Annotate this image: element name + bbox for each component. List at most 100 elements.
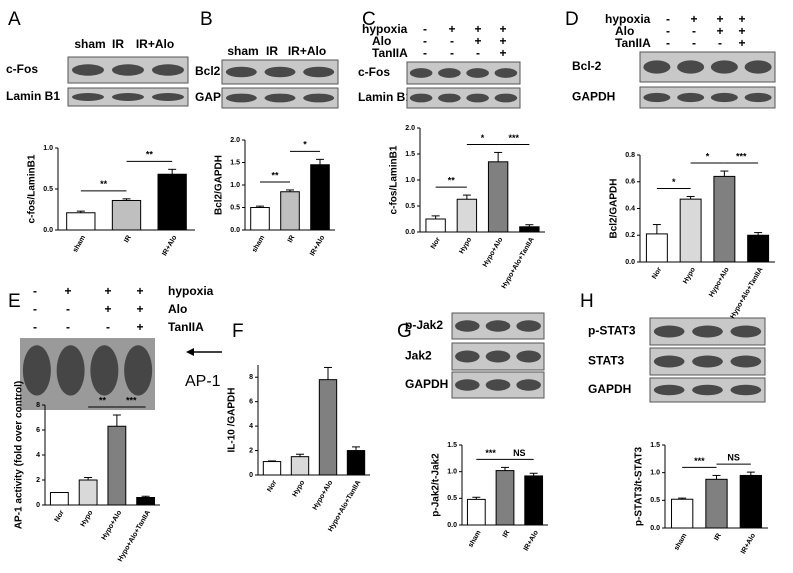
treatment-sign: + — [448, 22, 455, 36]
treatment-sign: - — [423, 34, 427, 48]
treatment-sign: + — [136, 284, 143, 298]
band — [438, 93, 461, 103]
panel-label: F — [232, 321, 244, 342]
y-tick-label: 8 — [36, 402, 40, 409]
y-tick-label: 8 — [249, 374, 253, 381]
panel-label: B — [200, 9, 213, 30]
y-axis-label: IL-10 /GAPDH — [227, 387, 238, 452]
significance-label: * — [706, 151, 710, 161]
band — [643, 92, 671, 103]
x-tick-label: Hypo — [80, 509, 95, 528]
band — [485, 320, 511, 332]
y-tick-label: 1.0 — [230, 182, 240, 189]
y-tick-label: 0.4 — [625, 205, 635, 212]
band — [485, 379, 511, 391]
y-tick-label: 1.5 — [650, 442, 660, 449]
band — [516, 350, 541, 363]
treatment-sign: + — [104, 302, 111, 316]
treatment-sign: - — [33, 302, 37, 316]
y-tick-label: 0.5 — [405, 203, 415, 210]
band — [409, 93, 433, 103]
y-axis-label: p-STAT3/t-STAT3 — [634, 446, 645, 526]
x-tick-label: Nor — [54, 509, 66, 523]
blot-label: Lamin B1 — [358, 90, 412, 104]
significance-label: NS — [513, 448, 526, 458]
lane-label: sham — [227, 44, 258, 58]
x-tick-label: Hypo+Alo+TanIIA — [327, 479, 362, 533]
x-tick-label: Hypo+Alo — [312, 479, 334, 511]
bar — [713, 175, 736, 263]
significance-label: *** — [736, 151, 747, 161]
marker-label: AP-1 — [185, 373, 221, 390]
bar — [645, 233, 668, 263]
y-tick-label: 0.0 — [230, 227, 240, 234]
treatment-sign: + — [499, 46, 506, 60]
y-tick-label: 1.5 — [405, 151, 415, 158]
treatment-sign: + — [499, 22, 506, 36]
blot — [639, 86, 776, 109]
panel-label: D — [565, 9, 579, 30]
lane-label: IR+Alo — [288, 44, 326, 58]
blot-label: GAPDH — [572, 90, 615, 104]
x-tick-label: Nor — [266, 479, 278, 493]
y-tick-label: 2.0 — [405, 125, 415, 132]
panel-label: H — [580, 291, 594, 312]
y-tick-label: 0.0 — [625, 259, 635, 266]
band — [72, 64, 104, 76]
band — [466, 93, 489, 103]
treatment-sign: + — [64, 284, 71, 298]
significance-label: * — [672, 177, 676, 187]
band — [72, 93, 104, 101]
treatment-label: hypoxia — [168, 284, 214, 298]
band — [152, 93, 184, 101]
x-tick-label: Hypo+Alo+TanIIA — [501, 236, 536, 290]
y-tick-label: 0.2 — [625, 232, 635, 239]
treatment-sign: + — [738, 36, 745, 50]
x-tick-label: sham — [673, 532, 688, 551]
band — [730, 355, 762, 368]
blot-label: Bcl-2 — [572, 59, 602, 73]
bar — [747, 234, 770, 263]
y-tick-label: 0.0 — [650, 525, 660, 532]
bar — [679, 198, 702, 263]
gel-band — [22, 345, 51, 396]
band — [692, 384, 723, 396]
bar — [487, 161, 509, 233]
band — [677, 92, 705, 103]
bar — [66, 212, 96, 231]
treatment-label: hypoxia — [362, 22, 408, 36]
panel-label: A — [8, 9, 21, 30]
panel-label: G — [397, 321, 412, 342]
treatment-sign: - — [33, 284, 37, 298]
y-tick-label: 2.0 — [230, 137, 240, 144]
significance-label: *** — [126, 395, 137, 405]
bar — [290, 456, 310, 476]
treatment-sign: - — [666, 36, 670, 50]
y-axis-label: c-fos/LaminB1 — [389, 145, 400, 214]
band — [692, 325, 723, 338]
y-tick-label: 0.8 — [625, 152, 635, 159]
y-tick-label: 6 — [36, 427, 40, 434]
band — [264, 66, 296, 78]
y-tick-label: 4 — [249, 423, 253, 430]
blot-label: STAT3 — [588, 354, 625, 368]
gel-band — [56, 345, 85, 396]
treatment-label: Alo — [372, 34, 391, 48]
treatment-sign: + — [104, 284, 111, 298]
treatment-sign: + — [474, 34, 481, 48]
treatment-label: hypoxia — [605, 12, 651, 26]
treatment-sign: + — [716, 12, 723, 26]
bar — [310, 164, 330, 231]
significance-label: ** — [271, 170, 279, 180]
y-tick-label: 0.6 — [625, 179, 635, 186]
blot-label: Jak2 — [405, 349, 432, 363]
band — [303, 66, 335, 78]
blot-label: Bcl2 — [195, 64, 221, 78]
x-tick-label: IR+Alo — [161, 234, 178, 257]
treatment-sign: + — [136, 320, 143, 334]
band — [653, 325, 685, 338]
significance-label: NS — [727, 452, 740, 462]
significance-label: *** — [508, 133, 519, 143]
